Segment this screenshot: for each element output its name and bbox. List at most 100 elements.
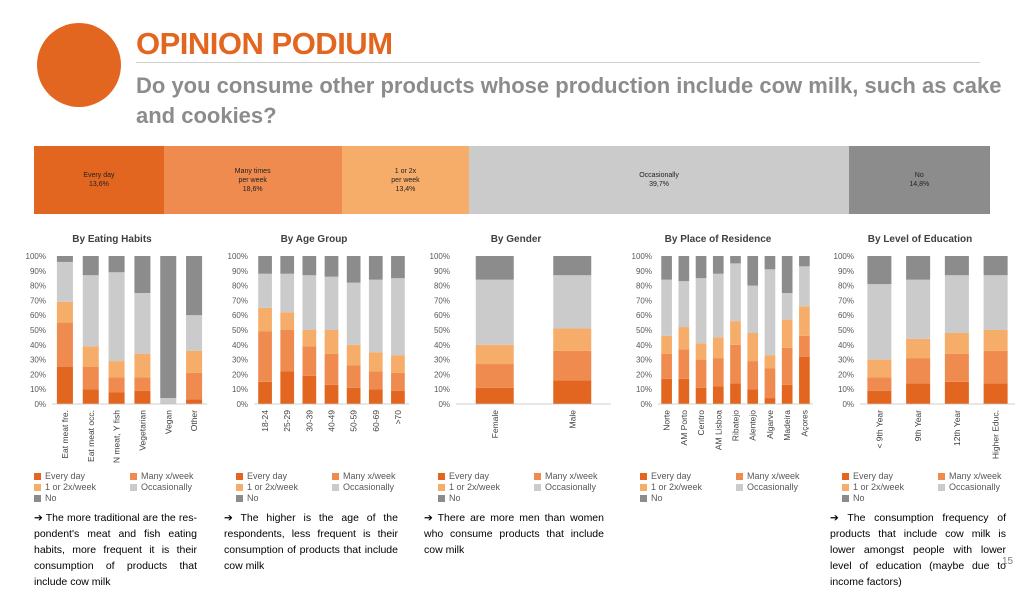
y-tick-label: 10% (30, 385, 46, 394)
x-category-label: Ribatejo (731, 410, 741, 441)
x-category-label: Centro (696, 410, 706, 436)
legend-swatch (34, 495, 41, 503)
bar-segment (280, 312, 295, 330)
y-tick-label: 30% (434, 356, 450, 365)
legend-label: Many x/week (747, 471, 800, 481)
legend-swatch (332, 473, 339, 481)
legend-swatch (34, 473, 41, 481)
bar-segment (764, 398, 776, 404)
bar-segment (186, 315, 203, 351)
legend-swatch (736, 484, 743, 492)
overall-segment: No 14,8% (848, 146, 990, 214)
bar-segment (108, 256, 125, 273)
bar-segment (678, 327, 690, 350)
y-tick-label: 20% (434, 370, 450, 379)
y-tick-label: 20% (838, 370, 854, 379)
bar-segment (906, 338, 931, 359)
bar-segment (553, 380, 592, 404)
bar-segment (944, 332, 969, 354)
bar-segment (346, 344, 361, 366)
legend-item: No (842, 493, 865, 503)
bar-segment (695, 278, 707, 344)
x-category-label: Algarve (765, 410, 775, 439)
bar-segment (747, 389, 759, 404)
overall-segment-label: per week (391, 176, 420, 184)
legend-swatch (130, 484, 137, 492)
x-category-label: Eat meat fre. (60, 410, 70, 459)
y-tick-label: 70% (636, 296, 652, 305)
bar-segment (747, 332, 759, 362)
overall-segment-label: 18,6% (242, 185, 263, 193)
y-tick-label: 20% (30, 370, 46, 379)
legend-item: 1 or 2x/week (236, 482, 298, 492)
legend-item: Many x/week (736, 471, 800, 481)
y-tick-label: 10% (838, 385, 854, 394)
legend-item: Occasionally (130, 482, 192, 492)
bar-segment (906, 279, 931, 339)
bar-segment (906, 383, 931, 404)
y-tick-label: 90% (232, 267, 248, 276)
y-tick-label: 70% (232, 296, 248, 305)
bar-segment (56, 256, 73, 262)
bar-segment (730, 344, 741, 384)
legend-swatch (640, 495, 647, 503)
bar-segment (186, 256, 203, 316)
x-category-label: Eat meat occ. (86, 410, 96, 462)
bar-segment (302, 375, 317, 404)
y-tick-label: 10% (232, 385, 248, 394)
legend-swatch (938, 484, 945, 492)
legend-label: Every day (45, 471, 86, 481)
legend-swatch (534, 473, 541, 481)
x-category-label: Norte (662, 410, 672, 431)
bar-segment (799, 256, 810, 267)
legend-swatch (640, 484, 647, 492)
legend-swatch (34, 484, 41, 492)
bar-segment (730, 256, 741, 264)
bar-segment (56, 322, 73, 367)
title-divider (136, 62, 980, 63)
bar-segment (906, 358, 931, 384)
bar-segment (712, 256, 724, 274)
bar-segment (280, 330, 295, 372)
y-tick-label: 30% (838, 356, 854, 365)
page-subtitle: Do you consume other products whose prod… (136, 73, 1002, 128)
bar-segment (302, 346, 317, 376)
y-tick-label: 100% (430, 252, 450, 261)
bar-segment (280, 371, 295, 404)
legend-swatch (236, 473, 243, 481)
bar-segment (747, 256, 759, 286)
y-tick-label: 90% (838, 267, 854, 276)
chart-title: By Eating Habits (72, 234, 152, 245)
bar-segment (346, 282, 361, 345)
bar-segment (867, 377, 892, 391)
overall-segment-label: 39,7% (649, 181, 669, 188)
y-tick-label: 30% (30, 356, 46, 365)
chart-title: By Level of Education (867, 234, 973, 245)
bar-segment (108, 377, 125, 393)
legend-swatch (438, 484, 445, 492)
bar-segment (730, 321, 741, 345)
x-category-label: AM Lisboa (713, 410, 723, 450)
bar-segment (346, 365, 361, 388)
bar-segment (678, 281, 690, 328)
bar-segment (695, 359, 707, 388)
y-tick-label: 50% (232, 326, 248, 335)
legend-label: Occasionally (545, 482, 597, 492)
bar-segment (661, 353, 672, 379)
x-category-label: Açores (799, 410, 809, 436)
note-eating-habits: ➔ The more traditional are the res-ponde… (34, 512, 197, 588)
bar-segment (764, 269, 776, 356)
x-category-label: Other (189, 410, 199, 431)
bar-segment (764, 368, 776, 399)
overall-segment: Every day 13,6% (34, 146, 164, 214)
bar-segment (906, 256, 931, 280)
legend-swatch (236, 484, 243, 492)
y-tick-label: 80% (434, 282, 450, 291)
legend-label: 1 or 2x/week (247, 482, 299, 492)
bar-segment (82, 367, 99, 390)
y-tick-label: 60% (30, 311, 46, 320)
overall-segment-label: Many times (234, 167, 271, 175)
bar-segment (324, 256, 339, 277)
legend-item: Occasionally (938, 482, 1000, 492)
legend-label: Many x/week (343, 471, 396, 481)
